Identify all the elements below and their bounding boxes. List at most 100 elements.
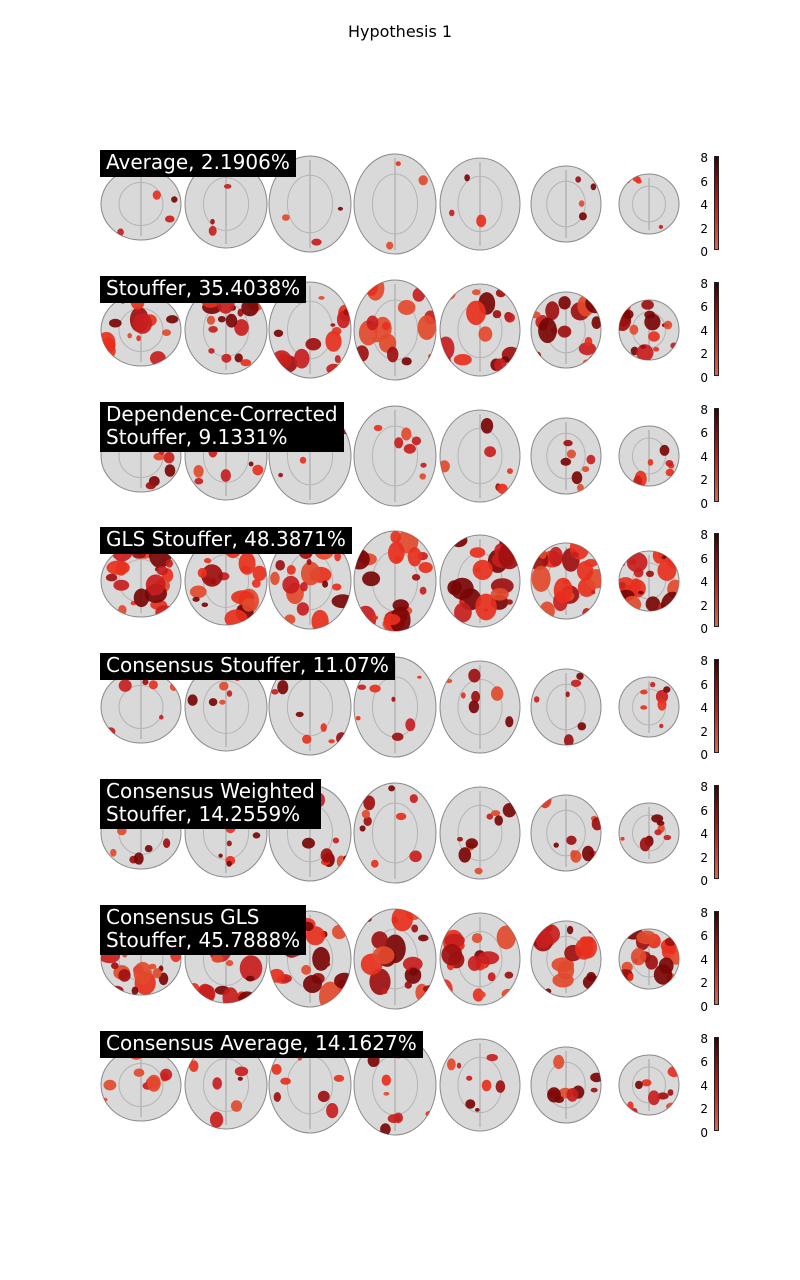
brain-slice — [618, 1054, 680, 1116]
activation-blob — [629, 324, 639, 335]
brain-slice — [439, 534, 521, 628]
activation-blob — [354, 549, 370, 570]
brain-slice — [530, 794, 602, 872]
activation-blob — [333, 1074, 345, 1082]
activation-blob — [576, 672, 584, 681]
activation-blob — [417, 675, 422, 679]
brain-slice — [100, 293, 182, 367]
activation-blob — [201, 602, 209, 608]
activation-blob — [110, 985, 124, 995]
activation-blob — [164, 463, 176, 477]
activation-blob — [619, 351, 629, 360]
activation-blob — [620, 836, 625, 841]
activation-blob — [419, 587, 427, 596]
activation-blob — [394, 436, 404, 448]
activation-blob — [165, 559, 173, 568]
activation-blob — [148, 680, 158, 690]
colorbar-tick-label: 4 — [700, 1078, 708, 1093]
activation-blob — [383, 1091, 390, 1096]
activation-blob — [355, 606, 377, 632]
activation-blob — [271, 1063, 282, 1075]
colorbar-tick-label: 6 — [700, 174, 708, 189]
activation-blob — [663, 686, 671, 694]
activation-blob — [409, 794, 418, 804]
activation-blob — [506, 599, 513, 606]
activation-blob — [548, 547, 563, 567]
activation-blob — [507, 467, 513, 474]
activation-blob — [226, 690, 233, 698]
activation-blob — [271, 350, 292, 369]
colorbar — [714, 1036, 719, 1131]
panel-5: Consensus Weighted Stouffer, 14.2559% 8 6 4… — [0, 779, 800, 899]
activation-blob — [201, 564, 223, 588]
activation-blob — [577, 722, 587, 731]
colorbar-tick-label: 4 — [700, 701, 708, 716]
activation-blob — [538, 795, 552, 809]
activation-blob — [355, 716, 361, 721]
brain-slices — [100, 1034, 680, 1136]
activation-blob — [464, 174, 470, 182]
activation-blob — [330, 322, 336, 327]
colorbar-tick-label: 2 — [700, 473, 708, 488]
activation-blob — [366, 315, 379, 331]
activation-blob — [658, 224, 664, 229]
colorbar — [714, 156, 719, 250]
colorbar-tick-label: 0 — [700, 874, 708, 888]
activation-blob — [306, 559, 312, 566]
brain-slice — [439, 409, 521, 503]
activation-blob — [362, 571, 381, 587]
activation-blob — [656, 820, 665, 826]
activation-blob — [363, 795, 376, 811]
panel-label: Consensus Average, 14.1627% — [100, 1030, 423, 1058]
activation-blob — [199, 984, 216, 1003]
activation-blob — [498, 542, 520, 570]
activation-blob — [220, 468, 231, 482]
activation-blob — [226, 959, 234, 966]
activation-blob — [576, 561, 594, 582]
activation-blob — [667, 854, 679, 863]
brain-slice — [530, 1046, 602, 1124]
brain-slice — [530, 417, 602, 495]
activation-blob — [103, 1079, 117, 1090]
activation-blob — [641, 299, 654, 310]
brain-slice — [353, 405, 437, 507]
activation-blob — [418, 934, 429, 942]
activation-blob — [665, 468, 675, 476]
activation-blob — [467, 955, 482, 971]
activation-blob — [635, 1080, 643, 1089]
activation-blob — [648, 1089, 660, 1105]
activation-blob — [421, 240, 432, 248]
activation-blob — [575, 176, 582, 183]
colorbar-tick-label: 6 — [700, 1055, 708, 1070]
activation-blob — [293, 348, 310, 369]
activation-blob — [240, 566, 251, 573]
activation-blob — [334, 552, 341, 562]
activation-blob — [277, 680, 289, 695]
colorbar-tick-label: 2 — [700, 850, 708, 865]
activation-blob — [404, 981, 412, 989]
activation-blob — [320, 723, 327, 733]
colorbar-tick-label: 4 — [700, 449, 708, 464]
activation-blob — [491, 686, 504, 702]
activation-blob — [303, 974, 322, 993]
activation-blob — [147, 1074, 161, 1092]
activation-blob — [590, 183, 597, 191]
activation-blob — [578, 341, 596, 355]
activation-blob — [189, 1059, 199, 1072]
activation-blob — [286, 565, 296, 576]
brain-slices — [100, 530, 680, 632]
brain-slice — [618, 802, 680, 864]
activation-blob — [341, 361, 348, 366]
brain-slice — [439, 1038, 521, 1132]
brain-slice — [439, 786, 521, 880]
activation-blob — [217, 315, 226, 323]
activation-blob — [475, 1107, 480, 1112]
activation-blob — [478, 326, 493, 342]
activation-blob — [242, 598, 256, 613]
activation-blob — [508, 1043, 516, 1052]
activation-blob — [234, 1066, 249, 1076]
colorbar-tick-label: 2 — [700, 221, 708, 236]
activation-blob — [359, 825, 366, 832]
activation-blob — [230, 1099, 243, 1112]
brain-slice — [618, 173, 680, 235]
